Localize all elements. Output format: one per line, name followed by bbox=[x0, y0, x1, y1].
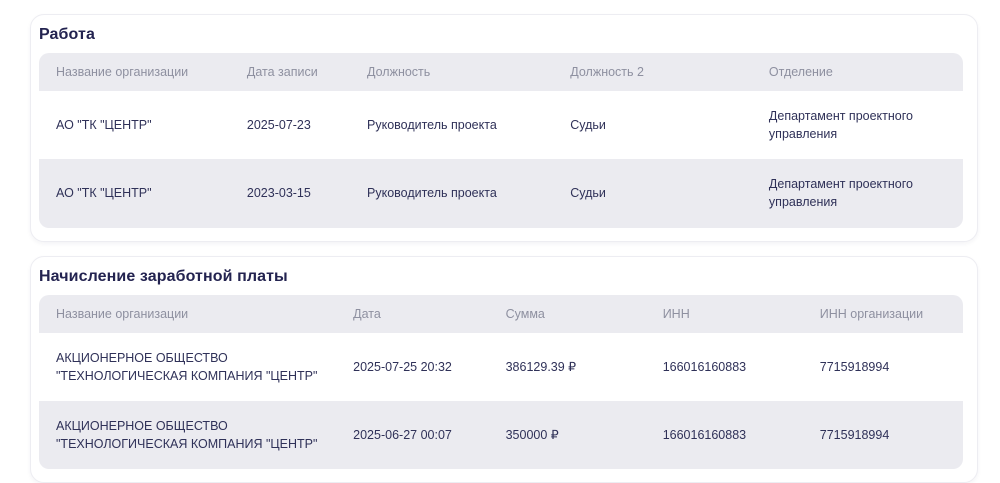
column-header: Дата bbox=[353, 306, 381, 321]
table-row: АКЦИОНЕРНОЕ ОБЩЕСТВО "ТЕХНОЛОГИЧЕСКАЯ КО… bbox=[39, 400, 963, 469]
column-header: ИНН bbox=[662, 306, 690, 321]
table-cell: 350000 ₽ bbox=[505, 427, 559, 442]
table-row: АО "ТК "ЦЕНТР" 2023-03-15 Руководитель про… bbox=[39, 159, 963, 228]
column-header: ИНН организации bbox=[819, 306, 924, 321]
table-cell: 2025-06-27 00:07 bbox=[353, 427, 452, 442]
work-table: Название организации Дата записи Должность… bbox=[39, 53, 963, 228]
table-cell: Департамент проектного управления bbox=[768, 177, 913, 210]
table-cell: Руководитель проекта bbox=[367, 186, 497, 201]
work-section-card: Работа Название организации Дата записи До… bbox=[30, 14, 978, 242]
column-header: Название организации bbox=[56, 65, 189, 79]
table-cell: 2025-07-25 20:32 bbox=[353, 359, 452, 374]
column-header: Название организации bbox=[56, 306, 189, 321]
salary-table: Название организации Дата Сумма ИНН ИНН орга… bbox=[39, 294, 963, 469]
column-header: Должность bbox=[367, 65, 431, 79]
table-cell: АКЦИОНЕРНОЕ ОБЩЕСТВО "ТЕХНОЛОГИЧЕСКАЯ КО… bbox=[56, 350, 318, 383]
salary-table-header: Название организации Дата Сумма ИНН ИНН орга… bbox=[39, 294, 963, 333]
table-cell: 7715918994 bbox=[819, 427, 890, 442]
table-cell: АО "ТК "ЦЕНТР" bbox=[56, 186, 152, 201]
table-cell: Судьи bbox=[570, 186, 606, 201]
column-header: Дата записи bbox=[246, 65, 318, 79]
table-cell: Департамент проектного управления bbox=[768, 109, 913, 142]
table-cell: 2023-03-15 bbox=[246, 186, 311, 201]
salary-table-body: АКЦИОНЕРНОЕ ОБЩЕСТВО "ТЕХНОЛОГИЧЕСКАЯ КО… bbox=[39, 332, 963, 469]
table-cell: АКЦИОНЕРНОЕ ОБЩЕСТВО "ТЕХНОЛОГИЧЕСКАЯ КО… bbox=[56, 418, 318, 451]
work-table-wrap: Название организации Дата записи Должность… bbox=[39, 53, 963, 228]
table-cell: 7715918994 bbox=[819, 359, 890, 374]
table-cell: АО "ТК "ЦЕНТР" bbox=[56, 118, 152, 133]
salary-table-wrap: Название организации Дата Сумма ИНН ИНН орга… bbox=[39, 294, 963, 469]
salary-section-card: Начисление заработной платы Название орг… bbox=[30, 255, 978, 483]
table-cell: Руководитель проекта bbox=[367, 118, 497, 133]
work-table-body: АО "ТК "ЦЕНТР" 2025-07-23 Руководитель про… bbox=[39, 91, 963, 228]
table-row: АО "ТК "ЦЕНТР" 2025-07-23 Руководитель про… bbox=[39, 91, 963, 160]
table-row: АКЦИОНЕРНОЕ ОБЩЕСТВО "ТЕХНОЛОГИЧЕСКАЯ КО… bbox=[39, 332, 963, 401]
work-section-title: Работа bbox=[39, 26, 95, 43]
table-cell: 2025-07-23 bbox=[246, 118, 311, 133]
table-cell: 166016160883 bbox=[662, 427, 747, 442]
table-cell: 386129.39 ₽ bbox=[505, 359, 577, 374]
table-cell: Судьи bbox=[570, 118, 606, 133]
work-table-header: Название организации Дата записи Должность… bbox=[39, 53, 963, 91]
column-header: Отделение bbox=[768, 65, 833, 79]
column-header: Должность 2 bbox=[570, 65, 644, 79]
table-cell: 166016160883 bbox=[662, 359, 747, 374]
column-header: Сумма bbox=[505, 306, 545, 321]
salary-section-title: Начисление заработной платы bbox=[39, 267, 288, 285]
